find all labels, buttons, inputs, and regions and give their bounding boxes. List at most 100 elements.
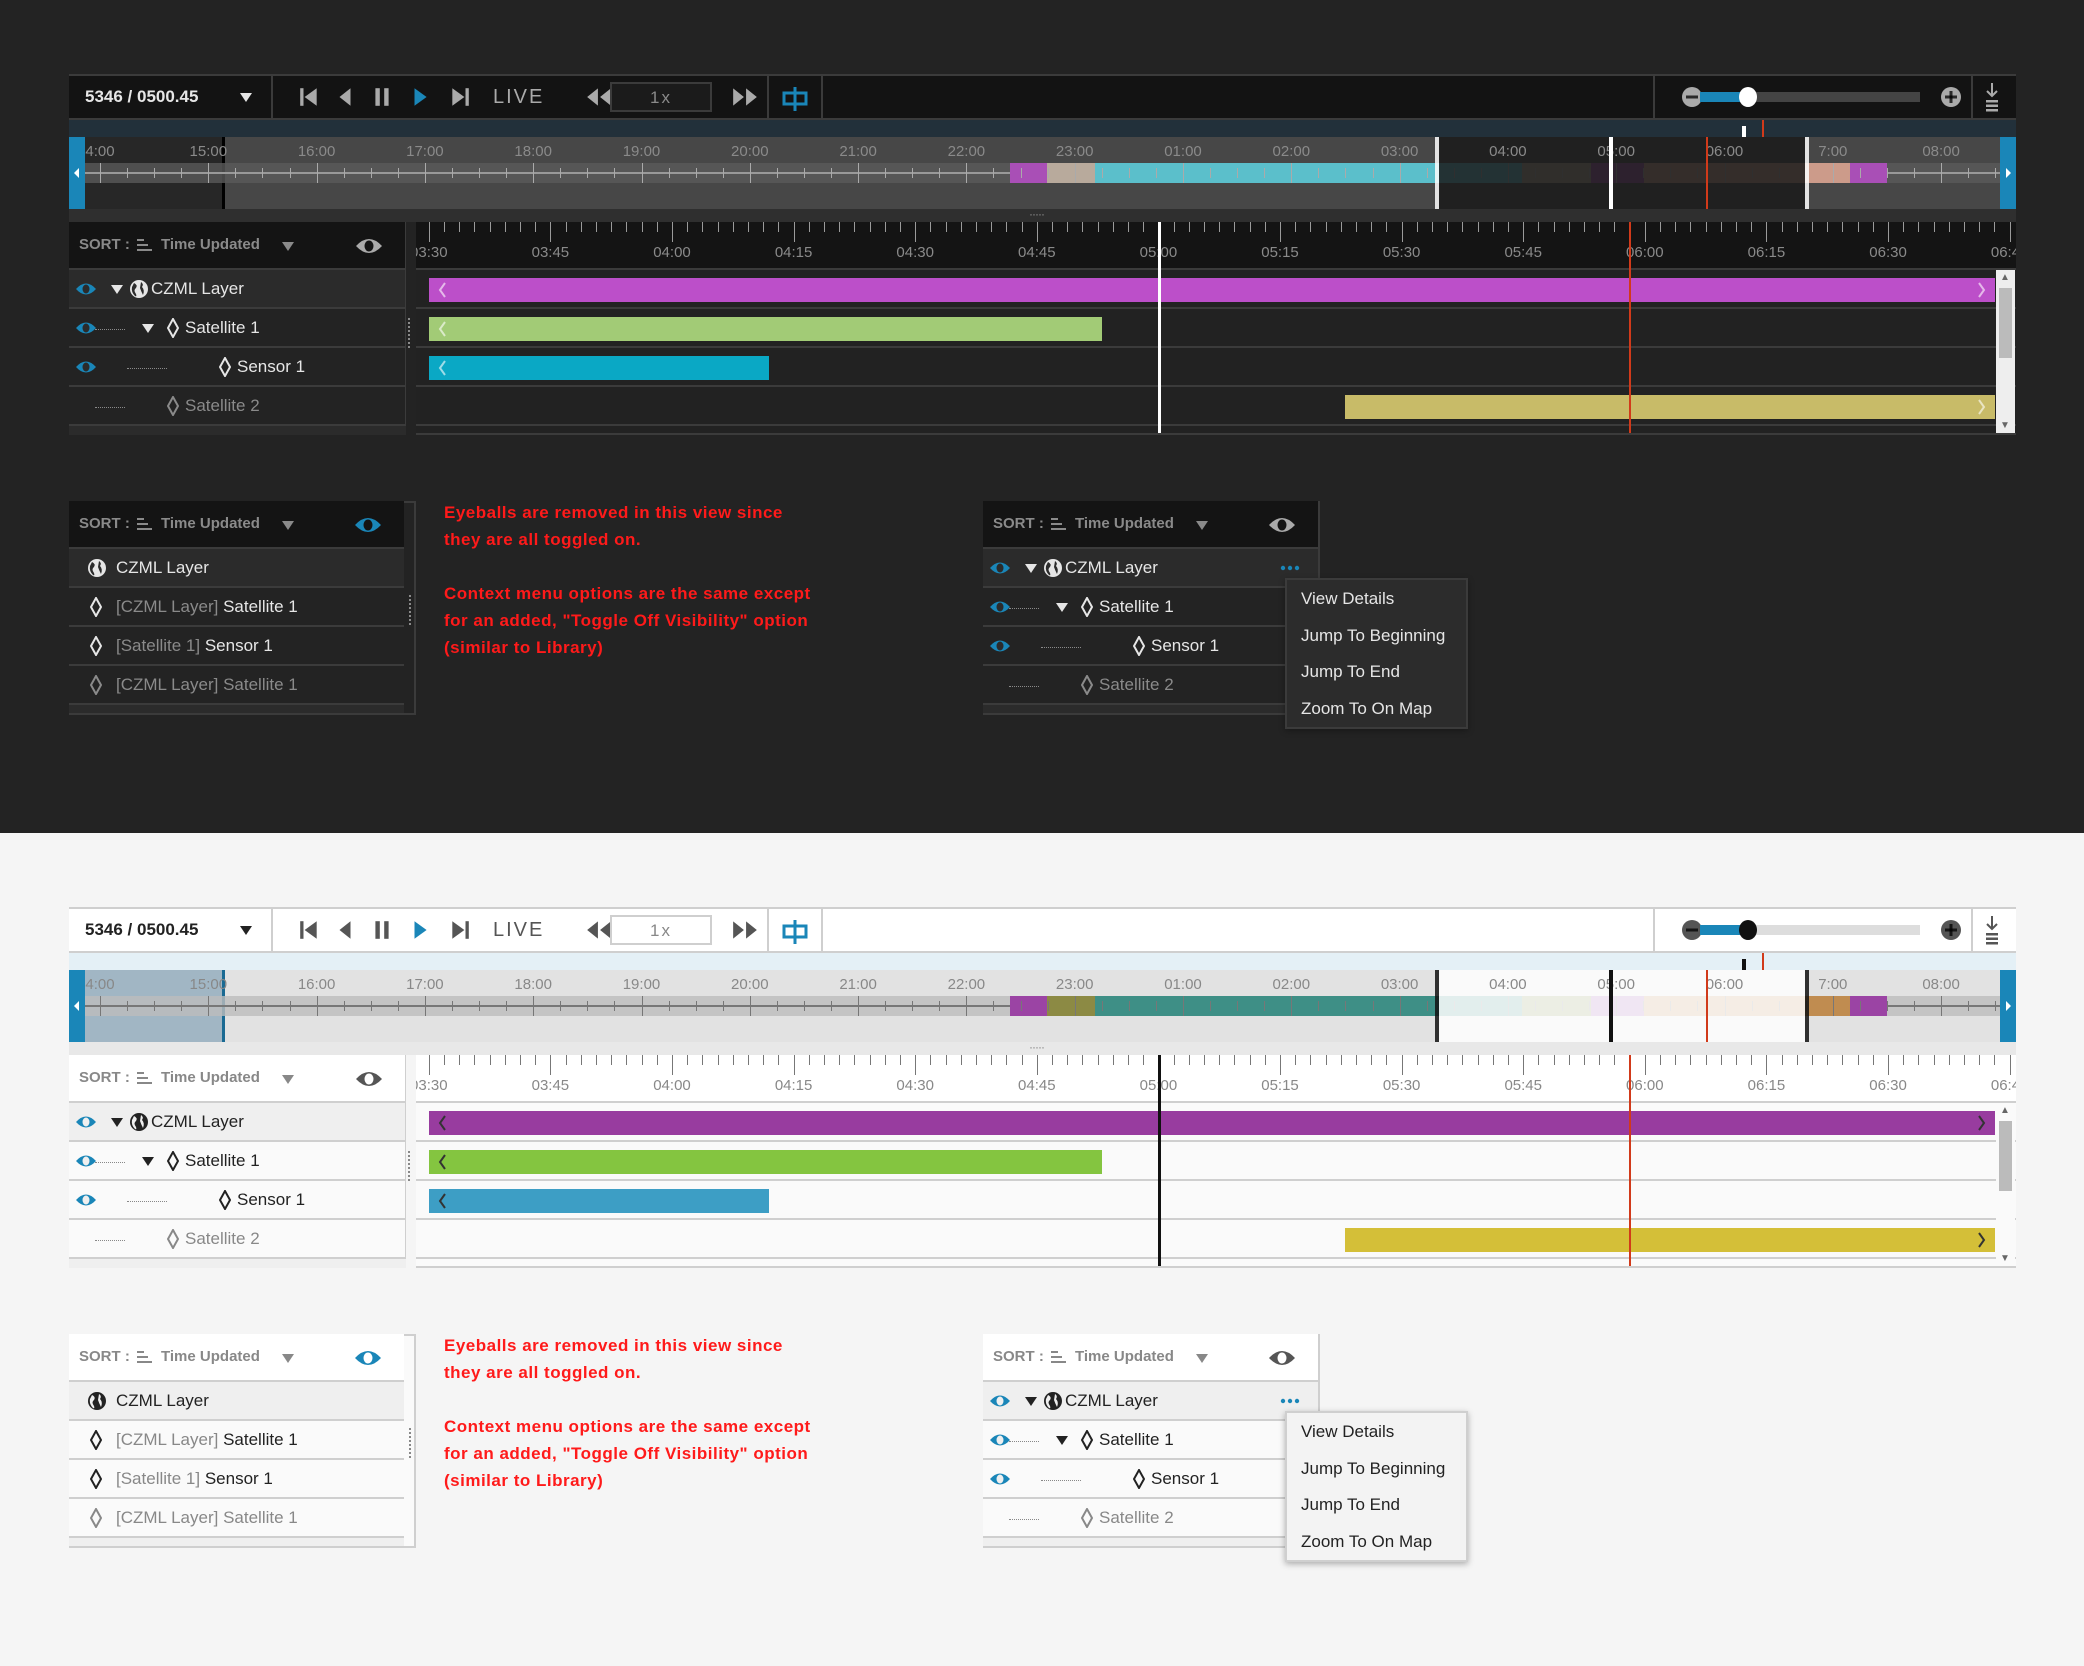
zoom-in-button[interactable] <box>1940 919 1962 941</box>
scrollbar-thumb[interactable] <box>1999 288 2012 358</box>
zoom-out-button[interactable] <box>1681 919 1703 941</box>
fit-to-range-button[interactable] <box>782 919 808 945</box>
sort-dropdown[interactable]: Time Updated <box>161 232 361 260</box>
expand-caret-icon[interactable] <box>1024 1395 1038 1407</box>
tree-row[interactable]: Sensor 1 <box>69 1181 405 1220</box>
panel-splitter[interactable]: ····· <box>69 207 2016 222</box>
tree-row[interactable]: Satellite 2 <box>69 1220 405 1259</box>
panel-resize-handle[interactable] <box>408 1151 412 1181</box>
live-button[interactable]: LIVE <box>493 919 545 941</box>
fast-forward-button[interactable] <box>731 86 759 108</box>
panel-resize-handle[interactable] <box>409 595 413 625</box>
play-button[interactable] <box>411 86 429 108</box>
tree-row[interactable]: Sensor 1 <box>69 348 405 387</box>
zoom-out-button[interactable] <box>1681 86 1703 108</box>
sort-dropdown[interactable]: Time Updated <box>161 1065 361 1093</box>
jump-to-start-button[interactable] <box>298 86 320 108</box>
availability-bar[interactable] <box>1344 1228 1995 1252</box>
flat-list-item[interactable]: [Satellite 1] Sensor 1 <box>69 627 404 666</box>
sort-dropdown[interactable]: Time Updated <box>1075 511 1275 539</box>
tree-row[interactable]: CZML Layer <box>69 270 405 309</box>
scrollbar-thumb[interactable] <box>1999 1121 2012 1191</box>
visibility-eye-icon[interactable] <box>75 281 97 297</box>
context-menu-item[interactable]: Jump To Beginning <box>1301 1458 1446 1478</box>
fit-to-range-button[interactable] <box>782 86 808 112</box>
selection-window[interactable] <box>1435 970 1809 1042</box>
tree-row[interactable]: Satellite 2 <box>69 387 405 426</box>
sort-dropdown[interactable]: Time Updated <box>161 1344 361 1372</box>
context-menu-item[interactable]: View Details <box>1301 589 1395 608</box>
overview-timeline[interactable]: 4:00 15:00 16:00 17:00 18:00 19:00 20:00 21:00 2… <box>69 970 2016 1042</box>
more-options-icon[interactable] <box>1280 1398 1300 1404</box>
tree-row[interactable]: Sensor 1 <box>983 627 1318 666</box>
sort-dropdown[interactable]: Time Updated <box>1075 1344 1275 1372</box>
fast-forward-button[interactable] <box>731 919 759 941</box>
visibility-eye-icon[interactable] <box>75 320 97 336</box>
flat-list-item[interactable]: CZML Layer <box>69 1382 404 1421</box>
step-back-button[interactable] <box>336 86 354 108</box>
availability-bar[interactable] <box>1344 395 1995 419</box>
context-menu-item[interactable]: Jump To Beginning <box>1301 625 1446 645</box>
tree-row[interactable]: Satellite 1 <box>983 588 1318 627</box>
download-button[interactable] <box>1983 915 2001 945</box>
expand-caret-icon[interactable] <box>141 322 155 334</box>
scroll-left-button[interactable] <box>69 137 85 209</box>
more-options-icon[interactable] <box>1280 565 1300 571</box>
visibility-eye-icon[interactable] <box>989 599 1011 615</box>
visibility-eye-icon[interactable] <box>989 1471 1011 1487</box>
flat-list-item[interactable]: [CZML Layer] Satellite 1 <box>69 1499 404 1538</box>
toggle-all-visibility-eye-icon[interactable] <box>354 1348 382 1368</box>
visibility-eye-icon[interactable] <box>989 1432 1011 1448</box>
scroll-right-button[interactable] <box>2000 137 2016 209</box>
rewind-button[interactable] <box>585 86 613 108</box>
frame-selector[interactable]: 5346 / 0500.45 <box>69 76 271 118</box>
visibility-eye-icon[interactable] <box>75 1114 97 1130</box>
rewind-button[interactable] <box>585 919 613 941</box>
speed-input[interactable]: 1x <box>610 915 712 945</box>
visibility-eye-icon[interactable] <box>989 638 1011 654</box>
expand-caret-icon[interactable] <box>1055 1434 1069 1446</box>
context-menu-item[interactable]: Jump To End <box>1301 662 1400 681</box>
context-menu-item[interactable]: Jump To End <box>1301 1495 1400 1514</box>
tree-row[interactable]: CZML Layer <box>983 549 1318 588</box>
expand-caret-icon[interactable] <box>141 1155 155 1167</box>
panel-splitter[interactable]: ····· <box>69 1040 2016 1055</box>
availability-bar[interactable] <box>428 1189 770 1213</box>
visibility-eye-icon[interactable] <box>75 1192 97 1208</box>
zoom-slider[interactable] <box>1700 920 1920 940</box>
jump-to-end-button[interactable] <box>449 86 471 108</box>
frame-selector[interactable]: 5346 / 0500.45 <box>69 909 271 951</box>
flat-list-item[interactable]: [CZML Layer] Satellite 1 <box>69 1421 404 1460</box>
flat-list-item[interactable]: [CZML Layer] Satellite 1 <box>69 588 404 627</box>
panel-resize-handle[interactable] <box>408 318 412 348</box>
pause-button[interactable] <box>373 86 391 108</box>
availability-bar[interactable] <box>428 317 1102 341</box>
vertical-scrollbar[interactable]: ▲ ▼ <box>1996 270 2015 433</box>
visibility-eye-icon[interactable] <box>989 560 1011 576</box>
tree-row[interactable]: Satellite 1 <box>69 309 405 348</box>
tree-row[interactable]: CZML Layer <box>69 1103 405 1142</box>
scroll-right-button[interactable] <box>2000 970 2016 1042</box>
context-menu-item[interactable]: View Details <box>1301 1422 1395 1441</box>
speed-input[interactable]: 1x <box>610 82 712 112</box>
visibility-eye-icon[interactable] <box>989 1393 1011 1409</box>
zoom-in-button[interactable] <box>1940 86 1962 108</box>
overview-timeline[interactable]: 4:00 15:00 16:00 17:00 18:00 19:00 20:00 21:00 2… <box>69 137 2016 209</box>
toggle-all-visibility-eye-icon[interactable] <box>1268 515 1296 535</box>
live-button[interactable]: LIVE <box>493 86 545 108</box>
jump-to-start-button[interactable] <box>298 919 320 941</box>
expand-caret-icon[interactable] <box>110 283 124 295</box>
toggle-all-visibility-eye-icon[interactable] <box>354 515 382 535</box>
flat-list-item[interactable]: [CZML Layer] Satellite 1 <box>69 666 404 705</box>
availability-bar[interactable] <box>428 356 770 380</box>
panel-resize-handle[interactable] <box>409 1428 413 1458</box>
tree-row[interactable]: CZML Layer <box>983 1382 1318 1421</box>
visibility-eye-icon[interactable] <box>75 359 97 375</box>
scroll-left-button[interactable] <box>69 970 85 1042</box>
tree-row[interactable]: Satellite 2 <box>983 1499 1318 1538</box>
tree-row[interactable]: Satellite 2 <box>983 666 1318 705</box>
tree-row[interactable]: Satellite 1 <box>69 1142 405 1181</box>
availability-bar[interactable] <box>428 1150 1102 1174</box>
toggle-all-visibility-eye-icon[interactable] <box>1268 1348 1296 1368</box>
play-button[interactable] <box>411 919 429 941</box>
